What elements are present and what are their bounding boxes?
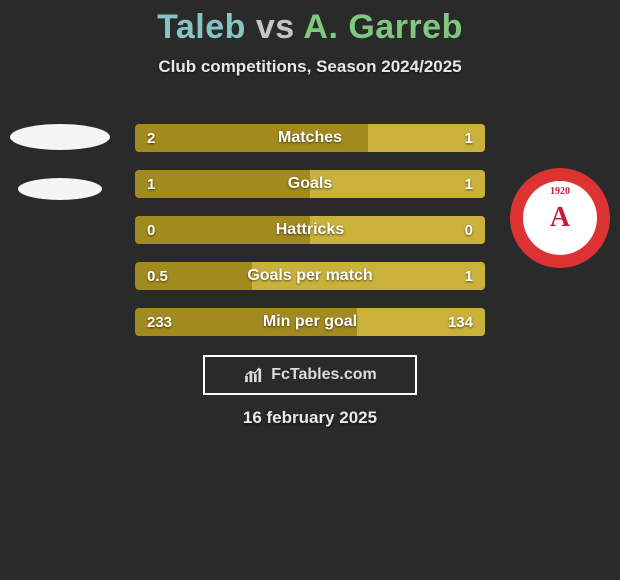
subtitle: Club competitions, Season 2024/2025 [0, 57, 620, 77]
player1-club-logo [10, 98, 110, 198]
comparison-title: Taleb vs A. Garreb [0, 0, 620, 47]
logo-shape [18, 178, 102, 200]
bar-row: 11Goals [135, 170, 485, 198]
bar-label: Goals per match [135, 267, 485, 285]
date-label: 16 february 2025 [0, 408, 620, 428]
chart-icon [243, 367, 265, 383]
bar-label: Min per goal [135, 313, 485, 331]
bar-label: Goals [135, 175, 485, 193]
player2-club-logo: 1920 A [510, 168, 610, 268]
comparison-bars: 21Matches 11Goals 00Hattricks 0.51Goals per… [135, 124, 485, 354]
bar-row: 00Hattricks [135, 216, 485, 244]
logo-disc: 1920 A [523, 181, 597, 255]
bar-label: Matches [135, 129, 485, 147]
player2-name: A. Garreb [303, 8, 462, 46]
bar-row: 21Matches [135, 124, 485, 152]
logo-letter: 1920 A [550, 202, 570, 234]
watermark-text: FcTables.com [271, 366, 377, 384]
watermark: FcTables.com [203, 355, 417, 395]
bar-row: 0.51Goals per match [135, 262, 485, 290]
logo-shape [10, 124, 110, 150]
player1-name: Taleb [157, 8, 246, 46]
logo-year: 1920 [550, 186, 570, 197]
vs-label: vs [256, 8, 295, 46]
bar-row: 233134Min per goal [135, 308, 485, 336]
bar-label: Hattricks [135, 221, 485, 239]
